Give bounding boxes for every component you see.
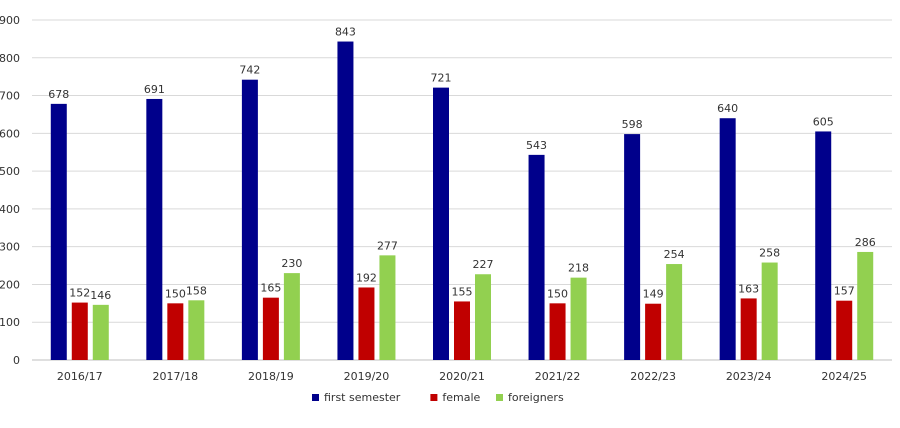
bar <box>241 79 258 360</box>
bar-value-label: 155 <box>452 285 473 298</box>
bar-value-label: 598 <box>622 118 643 131</box>
bar <box>146 98 163 360</box>
x-tick-label: 2020/21 <box>439 370 485 383</box>
bar <box>92 304 109 360</box>
bar <box>761 262 778 360</box>
bar-value-label: 286 <box>855 236 876 249</box>
bar <box>740 298 757 360</box>
legend-swatch <box>496 394 503 401</box>
x-tick-label: 2023/24 <box>726 370 772 383</box>
bar-value-label: 163 <box>738 282 759 295</box>
bar-value-label: 543 <box>526 139 547 152</box>
bar <box>433 87 449 360</box>
x-tick-label: 2022/23 <box>630 370 676 383</box>
legend-item: first semester <box>312 391 401 404</box>
y-tick-label: 800 <box>0 52 20 65</box>
bar-value-label: 218 <box>568 262 589 275</box>
bar-value-label: 721 <box>431 72 452 85</box>
bar <box>528 154 545 360</box>
bar-value-label: 227 <box>473 258 494 271</box>
bar <box>815 131 832 360</box>
bar-value-label: 152 <box>69 287 90 300</box>
bar-value-label: 691 <box>144 83 165 96</box>
legend-item: foreigners <box>496 391 564 404</box>
x-tick-label: 2018/19 <box>248 370 294 383</box>
bar-marks <box>50 41 874 361</box>
bar-value-label: 605 <box>813 115 834 128</box>
bar-value-label: 149 <box>643 288 664 301</box>
bar <box>50 103 67 360</box>
bar-value-label: 157 <box>834 285 855 298</box>
bar-value-label: 640 <box>717 102 738 115</box>
y-tick-label: 500 <box>0 165 20 178</box>
y-tick-label: 200 <box>0 278 20 291</box>
bar <box>645 303 662 360</box>
bar <box>262 297 279 360</box>
x-axis-tick-labels: 2016/17 2017/18 2018/19 2019/20 2020/21 2021/… <box>57 370 867 383</box>
legend-swatch <box>430 394 438 401</box>
legend-label: female <box>442 391 480 404</box>
bar-value-label: 843 <box>335 26 356 39</box>
bar <box>188 300 205 360</box>
legend-label: first semester <box>324 391 401 404</box>
bar-value-label: 277 <box>377 239 398 252</box>
bar <box>71 302 88 360</box>
x-tick-label: 2019/20 <box>344 370 390 383</box>
legend-swatch <box>312 394 319 401</box>
bar <box>836 300 853 360</box>
bar-value-label: 146 <box>90 289 111 302</box>
bar <box>666 264 683 360</box>
y-tick-label: 0 <box>13 354 20 367</box>
bar <box>549 303 566 360</box>
bar <box>475 274 491 360</box>
bar <box>379 255 396 360</box>
legend: first semester female foreigners <box>312 391 564 404</box>
bar-value-label: 150 <box>547 287 568 300</box>
bar <box>719 118 736 360</box>
y-axis-tick-labels: 0 100 200 300 400 500 600 700 800 900 <box>0 14 20 367</box>
bar <box>857 251 874 360</box>
bar-value-label: 742 <box>239 64 260 77</box>
x-tick-label: 2024/25 <box>821 370 867 383</box>
y-tick-label: 400 <box>0 203 20 216</box>
y-tick-label: 900 <box>0 14 20 27</box>
bar <box>167 303 184 360</box>
y-tick-label: 600 <box>0 127 20 140</box>
x-tick-label: 2016/17 <box>57 370 103 383</box>
bar-value-label: 678 <box>48 88 69 101</box>
bar-value-label: 192 <box>356 271 377 284</box>
bar-value-label: 165 <box>260 282 281 295</box>
x-tick-label: 2017/18 <box>152 370 198 383</box>
y-tick-label: 700 <box>0 90 20 103</box>
bar <box>624 134 641 360</box>
y-tick-label: 300 <box>0 241 20 254</box>
bar-value-label: 150 <box>165 287 186 300</box>
bar <box>454 301 470 360</box>
bar <box>570 277 587 360</box>
bar <box>358 287 375 360</box>
bar-value-label: 258 <box>759 247 780 260</box>
x-tick-label: 2021/22 <box>535 370 581 383</box>
bar-value-label: 158 <box>186 284 207 297</box>
y-tick-label: 100 <box>0 316 20 329</box>
bar-value-label: 230 <box>281 257 302 270</box>
bar <box>337 41 354 361</box>
legend-item: female <box>430 391 481 404</box>
bar <box>283 273 300 360</box>
bar-value-label: 254 <box>664 248 685 261</box>
legend-label: foreigners <box>508 391 564 404</box>
